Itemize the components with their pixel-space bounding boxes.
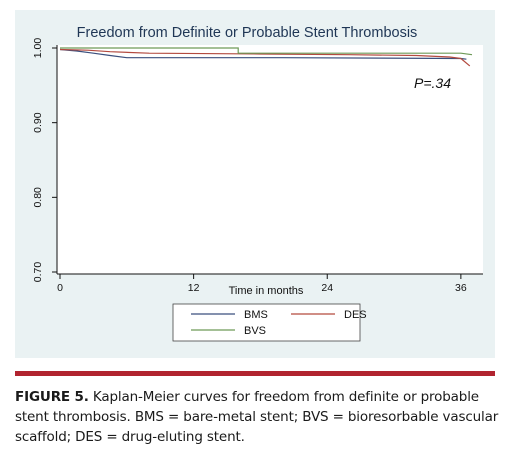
y-tick-label: 0.90: [32, 112, 44, 133]
caption-divider: [15, 371, 495, 376]
legend-entries: BMS DES BVS: [191, 309, 367, 337]
plot-area: [57, 45, 483, 274]
series-line-bvs: [60, 47, 473, 56]
x-tick-label: 36: [455, 282, 467, 294]
legend-label-bvs: BVS: [244, 325, 266, 337]
series-line-bms: [59, 48, 467, 60]
legend-label-des: DES: [344, 309, 367, 321]
y-tick-label: 0.70: [32, 262, 44, 283]
x-tick-label: 12: [188, 282, 200, 294]
km-chart: Freedom from Definite or Probable Stent …: [32, 25, 483, 342]
caption-text: Kaplan-Meier curves for freedom from def…: [15, 389, 499, 445]
x-tick-label: 24: [321, 282, 333, 294]
y-tick-label: 1.00: [32, 38, 44, 59]
chart-title: Freedom from Definite or Probable Stent …: [77, 25, 418, 41]
series-line-des: [59, 48, 471, 67]
figure-label: FIGURE 5.: [15, 389, 89, 405]
x-tick-label: 0: [57, 282, 63, 294]
p-value-annotation: P=.34: [414, 75, 451, 91]
legend: [172, 303, 361, 342]
axes: 0.70 0.80 0.90 1.00 0 12 24 36: [32, 38, 483, 294]
series-lines: [59, 47, 473, 67]
figure-caption: FIGURE 5. Kaplan-Meier curves for freedo…: [15, 387, 499, 447]
x-axis-label: Time in months: [229, 285, 304, 297]
y-tick-label: 0.80: [32, 187, 44, 208]
figure-panel: Freedom from Definite or Probable Stent …: [15, 10, 495, 358]
legend-label-bms: BMS: [244, 309, 268, 321]
